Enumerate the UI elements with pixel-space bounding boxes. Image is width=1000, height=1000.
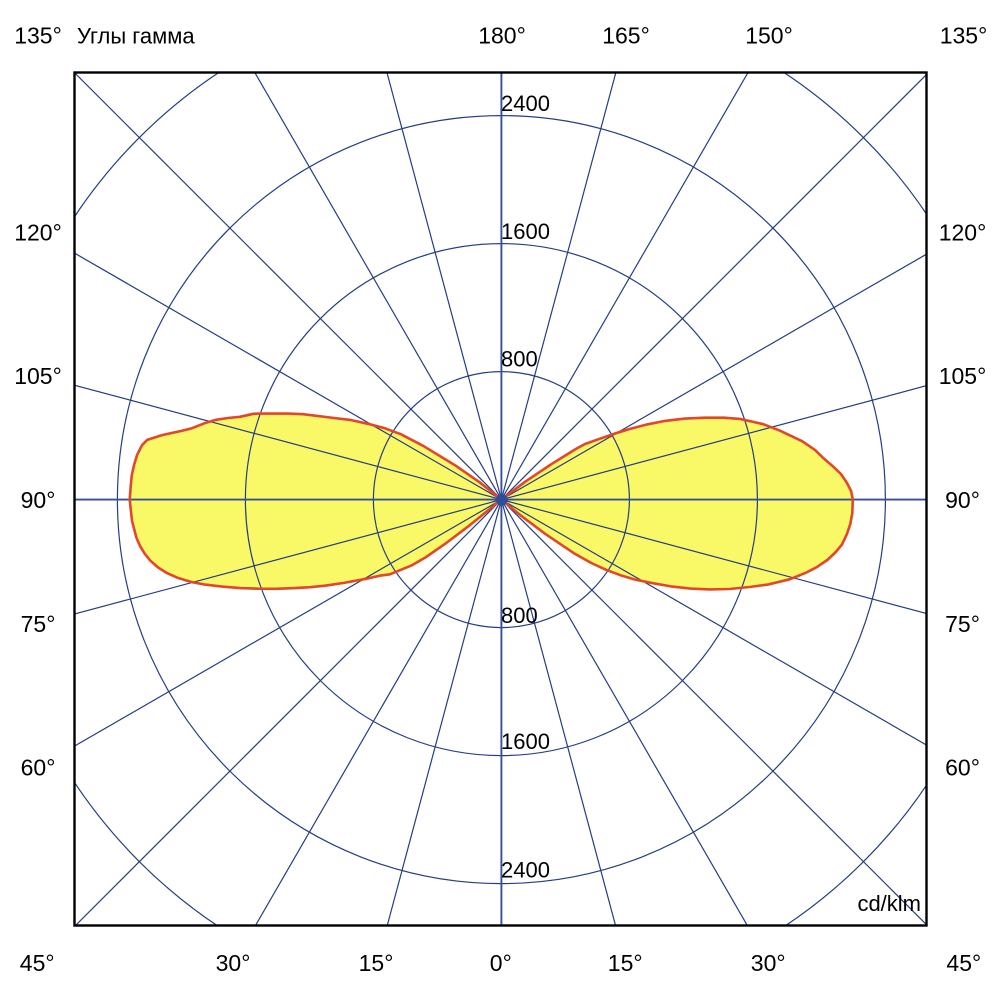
svg-text:90°: 90° (945, 487, 980, 513)
svg-text:30°: 30° (216, 950, 251, 976)
svg-text:60°: 60° (945, 755, 980, 781)
svg-text:135°: 135° (14, 23, 62, 49)
svg-text:15°: 15° (608, 950, 643, 976)
svg-text:1600: 1600 (501, 219, 550, 244)
svg-text:45°: 45° (946, 950, 981, 976)
svg-text:120°: 120° (14, 219, 62, 245)
svg-text:Углы гамма: Углы гамма (77, 24, 195, 49)
svg-text:800: 800 (501, 603, 538, 628)
svg-text:30°: 30° (751, 950, 786, 976)
svg-text:60°: 60° (21, 755, 56, 781)
svg-text:cd/klm: cd/klm (857, 891, 921, 916)
svg-text:180°: 180° (478, 23, 526, 49)
svg-text:165°: 165° (602, 23, 650, 49)
svg-text:120°: 120° (939, 219, 987, 245)
svg-text:135°: 135° (940, 23, 988, 49)
svg-text:2400: 2400 (501, 858, 550, 883)
svg-text:75°: 75° (21, 611, 56, 637)
svg-text:1600: 1600 (501, 729, 550, 754)
svg-text:150°: 150° (745, 23, 793, 49)
svg-text:0°: 0° (490, 950, 512, 976)
svg-text:45°: 45° (20, 950, 55, 976)
svg-text:75°: 75° (945, 611, 980, 637)
svg-text:2400: 2400 (501, 91, 550, 116)
svg-text:105°: 105° (14, 363, 62, 389)
svg-text:90°: 90° (21, 487, 56, 513)
svg-text:800: 800 (501, 347, 538, 372)
svg-text:15°: 15° (359, 950, 394, 976)
svg-text:105°: 105° (939, 363, 987, 389)
